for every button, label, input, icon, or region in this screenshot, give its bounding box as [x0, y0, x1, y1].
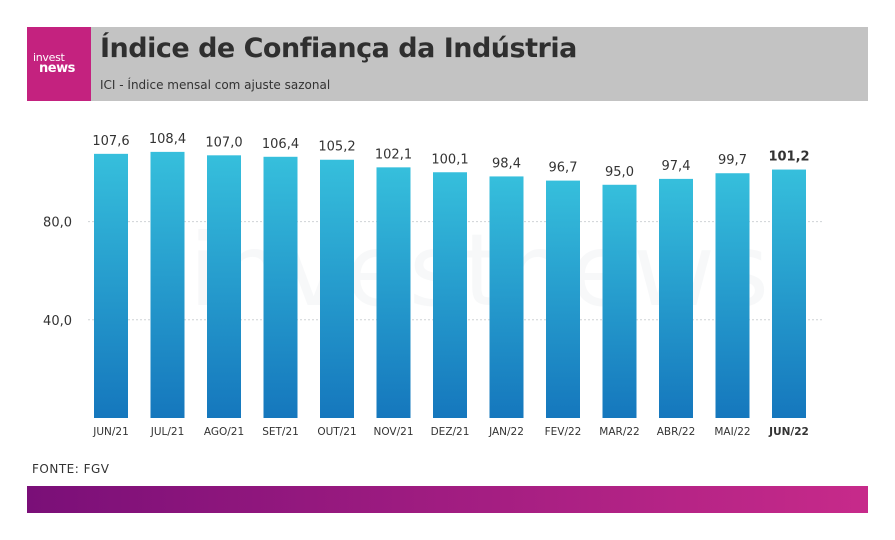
bar-chart: investnews 40,080,0 107,6 108,4 107,0 106,4…	[43, 132, 822, 438]
value-label: 97,4	[662, 159, 691, 174]
x-tick-label: SET/21	[262, 426, 299, 438]
bar	[207, 155, 241, 418]
x-tick-label: JUL/21	[150, 426, 185, 438]
x-tick-label: MAR/22	[599, 426, 639, 438]
value-label: 100,1	[431, 152, 468, 167]
value-label: 102,1	[375, 147, 412, 162]
chart-title: Índice de Confiança da Indústria	[100, 33, 577, 64]
y-tick-label: 40,0	[43, 314, 72, 329]
value-label: 108,4	[149, 132, 186, 147]
value-label: 106,4	[262, 137, 299, 152]
value-label: 96,7	[549, 161, 578, 176]
x-tick-label: FEV/22	[545, 426, 582, 438]
x-tick-label: AGO/21	[204, 426, 244, 438]
logo-text-bottom: news	[39, 61, 75, 76]
x-tick-label: JAN/22	[488, 426, 524, 438]
value-label: 98,4	[492, 156, 521, 171]
investnews-logo: invest news	[27, 27, 91, 101]
chart-header: invest news Índice de Confiança da Indús…	[27, 27, 868, 101]
bar	[602, 184, 637, 418]
bar	[715, 173, 750, 418]
x-tick-label: JUN/21	[92, 426, 129, 438]
value-label: 101,2	[768, 150, 809, 165]
bar	[320, 159, 354, 418]
x-tick-label: JUN/22	[768, 426, 809, 438]
y-tick-label: 80,0	[43, 216, 72, 231]
bar	[94, 153, 128, 419]
x-tick-label: OUT/21	[317, 426, 356, 438]
chart-subtitle: ICI - Índice mensal com ajuste sazonal	[100, 78, 331, 92]
value-label: 107,0	[205, 135, 242, 150]
bar	[659, 178, 693, 418]
bar	[772, 169, 806, 418]
x-tick-label: ABR/22	[657, 426, 696, 438]
footer-bar	[27, 486, 868, 513]
x-tick-label: MAI/22	[714, 426, 750, 438]
x-axis: JUN/21 JUL/21 AGO/21 SET/21 OUT/21 NOV/21 DEZ/…	[92, 426, 809, 438]
x-tick-label: NOV/21	[373, 426, 413, 438]
value-label: 105,2	[318, 140, 355, 155]
value-label: 95,0	[605, 165, 634, 180]
bar	[150, 151, 185, 419]
bar	[376, 167, 411, 418]
logo-text-top: invest	[33, 51, 65, 64]
bar	[489, 176, 524, 418]
bar	[546, 180, 580, 418]
chart-bars	[94, 151, 806, 419]
y-axis: 40,0 80,0	[43, 216, 72, 329]
bar	[433, 172, 467, 418]
value-label: 107,6	[92, 134, 129, 149]
x-tick-label: DEZ/21	[431, 426, 470, 438]
source-note: FONTE: FGV	[32, 462, 110, 476]
value-label: 99,7	[718, 153, 747, 168]
value-labels: 107,6 108,4 107,0 106,4 105,2 102,1 100,1 98,4 9…	[92, 132, 809, 180]
bar	[263, 156, 298, 418]
